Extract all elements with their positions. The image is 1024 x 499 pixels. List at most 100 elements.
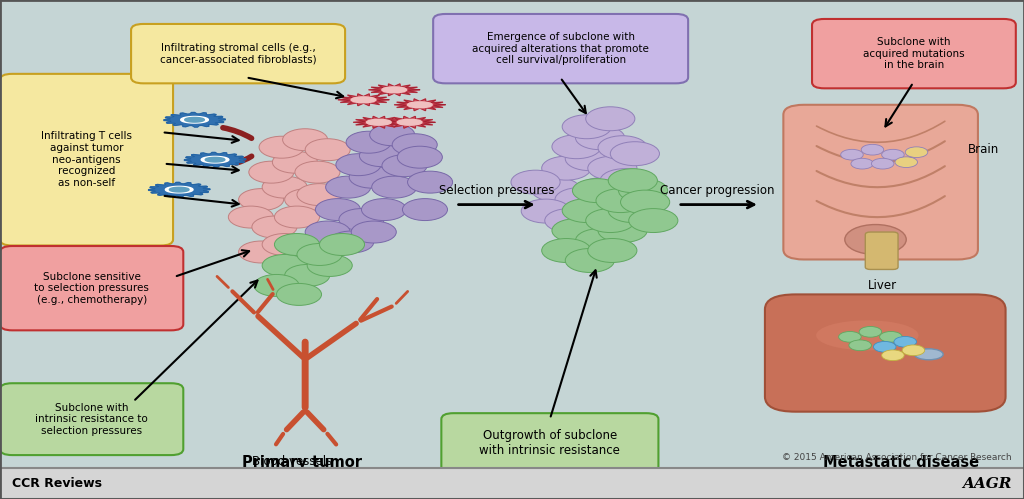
Ellipse shape <box>849 340 871 351</box>
Ellipse shape <box>871 158 894 169</box>
Polygon shape <box>164 112 225 127</box>
Text: Infiltrating stromal cells (e.g.,
cancer-associated fibroblasts): Infiltrating stromal cells (e.g., cancer… <box>160 43 316 64</box>
Ellipse shape <box>283 129 328 151</box>
FancyBboxPatch shape <box>131 24 345 83</box>
FancyBboxPatch shape <box>441 413 658 473</box>
Polygon shape <box>408 102 432 108</box>
Ellipse shape <box>402 199 447 221</box>
Ellipse shape <box>361 199 407 221</box>
Ellipse shape <box>511 170 560 194</box>
Ellipse shape <box>841 149 863 160</box>
Text: Metastatic disease: Metastatic disease <box>823 455 979 470</box>
Ellipse shape <box>839 331 861 342</box>
Ellipse shape <box>408 171 453 193</box>
FancyBboxPatch shape <box>0 383 183 455</box>
Ellipse shape <box>307 254 352 276</box>
Polygon shape <box>148 182 210 197</box>
FancyBboxPatch shape <box>433 14 688 83</box>
Ellipse shape <box>914 349 943 360</box>
Ellipse shape <box>565 249 614 272</box>
Polygon shape <box>205 157 225 162</box>
Text: Subclone with
acquired mutations
in the brain: Subclone with acquired mutations in the … <box>863 37 965 70</box>
Polygon shape <box>169 187 189 192</box>
Ellipse shape <box>346 131 391 153</box>
FancyBboxPatch shape <box>0 246 183 330</box>
FancyBboxPatch shape <box>865 232 898 269</box>
Ellipse shape <box>621 190 670 214</box>
Ellipse shape <box>521 199 570 223</box>
FancyBboxPatch shape <box>783 105 978 259</box>
Text: Liver: Liver <box>868 279 897 292</box>
Ellipse shape <box>336 154 381 176</box>
Polygon shape <box>184 152 246 167</box>
Polygon shape <box>353 116 404 128</box>
Ellipse shape <box>262 254 307 276</box>
Polygon shape <box>166 186 193 193</box>
Polygon shape <box>184 117 205 122</box>
Ellipse shape <box>274 234 319 255</box>
Ellipse shape <box>608 199 657 223</box>
Ellipse shape <box>285 264 330 286</box>
Bar <box>0 468 1024 499</box>
Ellipse shape <box>276 283 322 305</box>
Ellipse shape <box>588 239 637 262</box>
Ellipse shape <box>239 241 284 263</box>
Ellipse shape <box>274 206 319 228</box>
Ellipse shape <box>349 166 394 188</box>
Ellipse shape <box>629 209 678 233</box>
Ellipse shape <box>370 124 415 146</box>
Polygon shape <box>384 116 435 128</box>
Text: Infiltrating T cells
against tumor
neo-antigens
recognized
as non-self: Infiltrating T cells against tumor neo-a… <box>41 131 132 188</box>
Ellipse shape <box>297 184 342 206</box>
Ellipse shape <box>239 189 284 211</box>
Polygon shape <box>369 84 420 96</box>
Ellipse shape <box>305 221 350 243</box>
Ellipse shape <box>851 158 873 169</box>
Ellipse shape <box>572 179 622 203</box>
Text: CCR Reviews: CCR Reviews <box>12 477 102 490</box>
Ellipse shape <box>610 142 659 166</box>
Ellipse shape <box>382 155 427 177</box>
Ellipse shape <box>351 221 396 243</box>
Polygon shape <box>367 119 391 125</box>
Ellipse shape <box>262 234 307 255</box>
Ellipse shape <box>254 274 299 296</box>
Ellipse shape <box>228 206 273 228</box>
Ellipse shape <box>578 178 627 202</box>
Ellipse shape <box>598 219 647 243</box>
Ellipse shape <box>552 135 601 159</box>
Ellipse shape <box>596 189 645 213</box>
Text: © 2015 American Association for Cancer Research: © 2015 American Association for Cancer R… <box>782 453 1012 462</box>
Ellipse shape <box>575 229 625 252</box>
Ellipse shape <box>586 209 635 233</box>
Polygon shape <box>382 87 407 93</box>
Ellipse shape <box>902 345 925 356</box>
Ellipse shape <box>545 209 594 233</box>
Ellipse shape <box>319 234 365 255</box>
Text: Selection pressures: Selection pressures <box>439 184 554 197</box>
Ellipse shape <box>297 244 342 265</box>
Ellipse shape <box>295 161 340 183</box>
Ellipse shape <box>272 151 317 173</box>
Text: Outgrowth of subclone
with intrinsic resistance: Outgrowth of subclone with intrinsic res… <box>479 429 621 457</box>
Polygon shape <box>202 156 229 163</box>
Ellipse shape <box>861 144 884 155</box>
Ellipse shape <box>359 145 404 167</box>
Polygon shape <box>394 99 445 111</box>
Ellipse shape <box>397 146 442 168</box>
Ellipse shape <box>600 169 649 193</box>
FancyBboxPatch shape <box>812 19 1016 88</box>
Ellipse shape <box>882 149 904 160</box>
Ellipse shape <box>252 216 297 238</box>
Ellipse shape <box>588 156 637 180</box>
Ellipse shape <box>567 199 616 223</box>
Ellipse shape <box>542 239 591 262</box>
Ellipse shape <box>305 139 350 161</box>
Ellipse shape <box>315 199 360 221</box>
Ellipse shape <box>575 126 625 150</box>
Ellipse shape <box>262 176 307 198</box>
Ellipse shape <box>895 157 918 168</box>
Text: Subclone sensitive
to selection pressures
(e.g., chemotherapy): Subclone sensitive to selection pressure… <box>34 271 150 305</box>
Ellipse shape <box>608 169 657 193</box>
Text: Emergence of subclone with
acquired alterations that promote
cell survival/proli: Emergence of subclone with acquired alte… <box>472 32 649 65</box>
